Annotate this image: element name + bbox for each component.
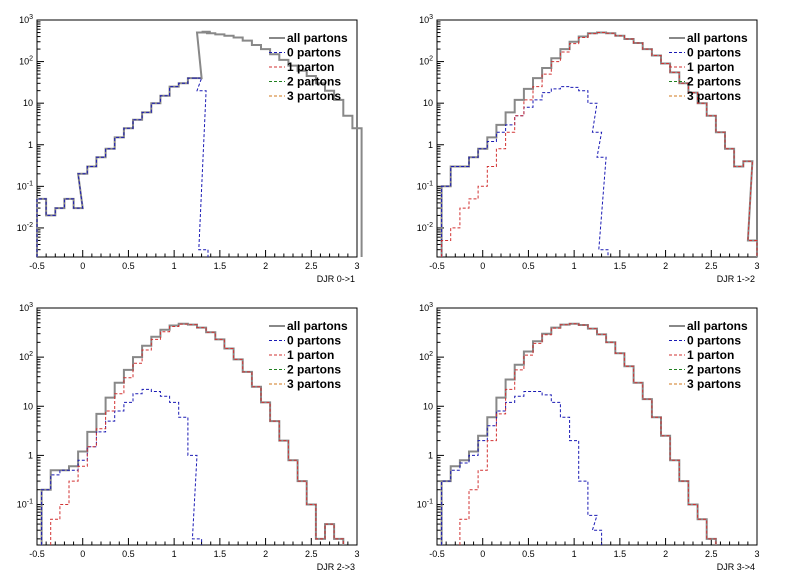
x-tick-label: 2.5 (705, 549, 718, 559)
y-tick-label: 1 (28, 450, 33, 460)
x-tick-label: 2.5 (705, 261, 718, 271)
y-tick-label: 103 (19, 14, 33, 25)
x-tick-label: 0 (480, 261, 485, 271)
y-tick-label: 103 (419, 14, 433, 25)
series-line-1-parton (50, 323, 344, 545)
series-line-0-partons (41, 388, 203, 545)
x-tick-label: 3 (754, 549, 759, 559)
series-line-0-partons (441, 86, 609, 257)
legend-entry: 0 partons (687, 334, 741, 348)
y-tick-label: 10-1 (417, 180, 433, 191)
y-tick-label: 10 (23, 98, 33, 108)
series-line-0-partons (441, 391, 603, 545)
legend-entry: all partons (687, 319, 748, 333)
x-tick-label: 1.5 (614, 261, 627, 271)
x-axis-title: DJR 2->3 (317, 562, 355, 572)
chart-panel-1: -0.5 0 0.5 1 1.5 2 2.5 3 10-2 10-1 1 10 102 103 DJR 0-… (17, 14, 363, 284)
chart-panel-3: -0.5 0 0.5 1 1.5 2 2.5 3 10-1 1 10 102 103 DJR 2->3 al… (17, 302, 360, 572)
x-tick-label: 3 (754, 261, 759, 271)
x-tick-label: 1 (572, 261, 577, 271)
x-tick-label: 0 (80, 549, 85, 559)
legend-entry: 2 partons (687, 363, 741, 377)
x-tick-label: -0.5 (29, 261, 45, 271)
series-line-0-partons (36, 77, 209, 257)
y-tick-label: 103 (19, 302, 33, 313)
legend-entry: 3 partons (287, 89, 341, 103)
y-tick-label: 1 (28, 140, 33, 150)
legend-entry: 0 partons (287, 46, 341, 60)
legend-entry: 2 partons (287, 75, 341, 89)
x-tick-label: 3 (354, 261, 359, 271)
legend-entry: 0 partons (287, 334, 341, 348)
x-tick-label: 0.5 (522, 549, 535, 559)
legend-entry: 3 partons (687, 377, 741, 391)
legend-entry: all partons (687, 31, 748, 45)
y-tick-label: 1 (428, 450, 433, 460)
plot-frame (36, 307, 358, 546)
x-tick-label: 0.5 (122, 261, 135, 271)
x-tick-label: 1.5 (214, 549, 227, 559)
legend-entry: 2 partons (287, 363, 341, 377)
x-tick-label: 0.5 (122, 549, 135, 559)
x-tick-label: 3 (354, 549, 359, 559)
x-axis-title: DJR 0->1 (317, 274, 355, 284)
y-tick-label: 102 (419, 351, 433, 362)
x-tick-label: 2.5 (305, 261, 318, 271)
x-tick-label: -0.5 (429, 261, 445, 271)
y-tick-label: 10 (423, 401, 433, 411)
x-tick-label: 1.5 (614, 549, 627, 559)
x-tick-label: 2.5 (305, 549, 318, 559)
y-tick-label: 10 (423, 98, 433, 108)
x-tick-label: 2 (263, 261, 268, 271)
legend-entry: 3 partons (287, 377, 341, 391)
legend-entry: 1 parton (287, 60, 334, 74)
legend-entry: 1 parton (687, 348, 734, 362)
legend-entry: 1 parton (687, 60, 734, 74)
plot-frame (436, 19, 758, 258)
x-tick-label: 1 (572, 549, 577, 559)
legend-entry: 0 partons (687, 46, 741, 60)
y-tick-label: 10-1 (17, 499, 33, 510)
plot-frame (436, 307, 758, 546)
y-tick-label: 10-1 (17, 180, 33, 191)
y-tick-label: 103 (419, 302, 433, 313)
plot-frame (36, 19, 358, 258)
x-tick-label: 0 (480, 549, 485, 559)
x-axis-title: DJR 1->2 (717, 274, 755, 284)
x-axis-title: DJR 3->4 (717, 562, 755, 572)
legend-entry: all partons (287, 319, 348, 333)
x-tick-label: 2 (263, 549, 268, 559)
x-tick-label: 1 (172, 549, 177, 559)
x-tick-label: 0 (80, 261, 85, 271)
y-tick-label: 10-2 (17, 222, 33, 233)
y-tick-label: 10-2 (417, 222, 433, 233)
y-tick-label: 10 (23, 401, 33, 411)
series-line-1-parton (459, 323, 717, 545)
y-tick-label: 102 (419, 56, 433, 67)
series-line-all-partons (440, 322, 717, 545)
x-tick-label: -0.5 (429, 549, 445, 559)
y-tick-label: 102 (19, 56, 33, 67)
x-tick-label: 2 (663, 549, 668, 559)
x-tick-label: 1.5 (214, 261, 227, 271)
y-tick-label: 10-1 (417, 499, 433, 510)
x-tick-label: 1 (172, 261, 177, 271)
legend-entry: 1 parton (287, 348, 334, 362)
legend-entry: 2 partons (687, 75, 741, 89)
x-tick-label: 2 (663, 261, 668, 271)
x-tick-label: -0.5 (29, 549, 45, 559)
chart-panel-4: -0.5 0 0.5 1 1.5 2 2.5 3 10-1 1 10 102 103 DJR 3->4 al… (417, 302, 760, 572)
legend-entry: 3 partons (687, 89, 741, 103)
y-tick-label: 1 (428, 140, 433, 150)
x-tick-label: 0.5 (522, 261, 535, 271)
legend-entry: all partons (287, 31, 348, 45)
y-tick-label: 102 (19, 351, 33, 362)
chart-panel-2: -0.5 0 0.5 1 1.5 2 2.5 3 10-2 10-1 1 10 102 103 DJR 1-… (417, 14, 760, 284)
